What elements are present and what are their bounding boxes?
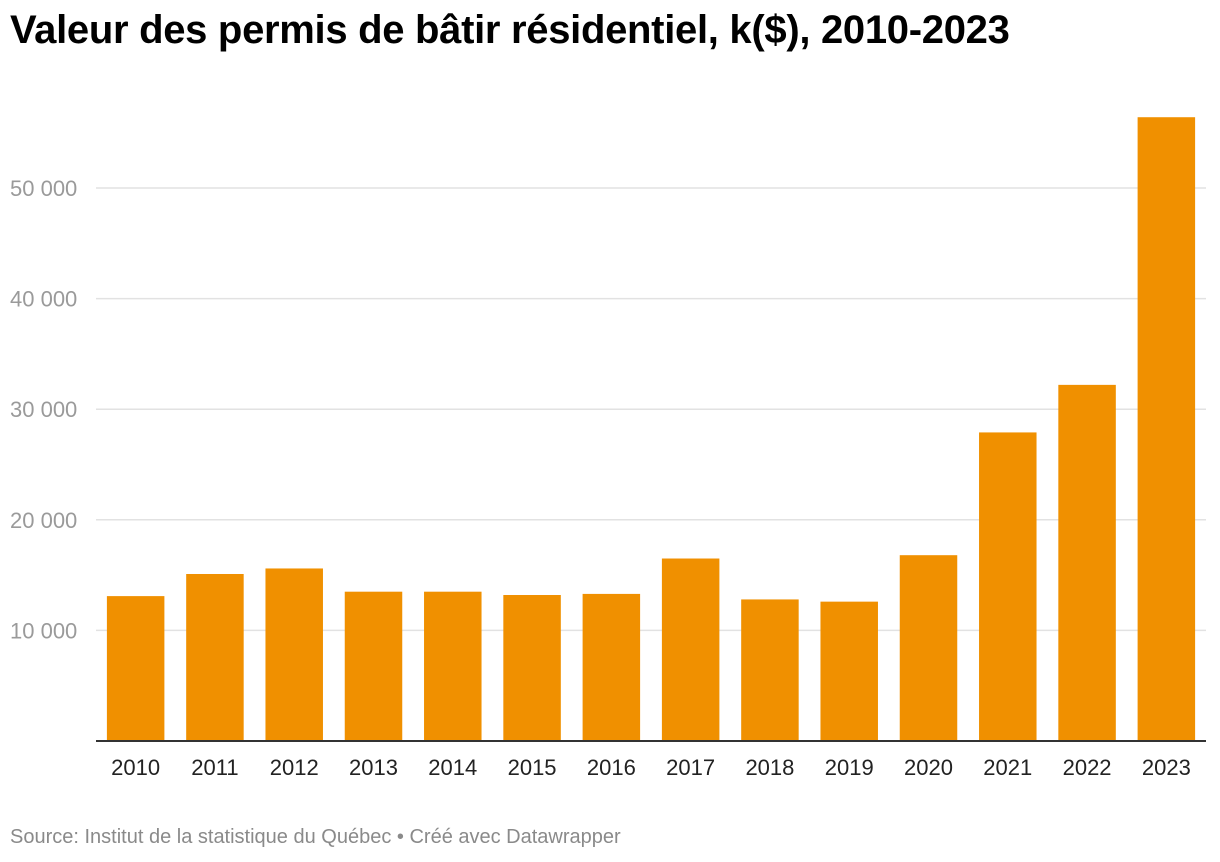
bar-2023 bbox=[1137, 117, 1196, 741]
bar-2015 bbox=[503, 595, 561, 741]
bar-2010 bbox=[106, 596, 165, 741]
x-tick-label: 2013 bbox=[349, 755, 398, 780]
x-tick-label: 2018 bbox=[745, 755, 794, 780]
y-tick-label: 40 000 bbox=[10, 287, 77, 312]
y-tick-label: 10 000 bbox=[10, 618, 77, 643]
bar-2018 bbox=[741, 599, 799, 741]
grid-lines bbox=[96, 187, 1206, 632]
bar-2012 bbox=[265, 568, 323, 741]
bar-2013 bbox=[344, 591, 403, 741]
source-note: Source: Institut de la statistique du Qu… bbox=[10, 826, 392, 848]
x-tick-label: 2015 bbox=[508, 755, 557, 780]
x-tick-label: 2011 bbox=[191, 755, 238, 780]
x-tick-label: 2010 bbox=[111, 755, 160, 780]
bars bbox=[106, 117, 1196, 741]
x-tick-label: 2020 bbox=[904, 755, 953, 780]
chart-title: Valeur des permis de bâtir résidentiel, … bbox=[10, 8, 1010, 52]
y-tick-label: 50 000 bbox=[10, 176, 77, 201]
bar-2020 bbox=[899, 555, 958, 741]
x-tick-label: 2016 bbox=[587, 755, 636, 780]
chart-footer: Source: Institut de la statistique du Qu… bbox=[10, 826, 621, 849]
footer-separator: • bbox=[391, 826, 410, 848]
bar-2019 bbox=[820, 601, 878, 741]
y-tick-label: 20 000 bbox=[10, 508, 77, 533]
x-tick-label: 2017 bbox=[666, 755, 715, 780]
bar-2021 bbox=[979, 432, 1037, 741]
x-axis-ticks: 2010 2011 2012 2013 2014 2015 2016 2017 2018 2019… bbox=[111, 755, 1191, 780]
bar-2016 bbox=[582, 593, 641, 741]
x-tick-label: 2023 bbox=[1142, 755, 1191, 780]
x-tick-label: 2012 bbox=[270, 755, 319, 780]
y-tick-label: 30 000 bbox=[10, 397, 77, 422]
x-tick-label: 2019 bbox=[825, 755, 874, 780]
bar-2022 bbox=[1058, 384, 1116, 741]
bar-2017 bbox=[661, 558, 720, 741]
bar-2011 bbox=[186, 573, 244, 741]
bar-2014 bbox=[424, 591, 482, 741]
x-tick-label: 2014 bbox=[428, 755, 477, 780]
y-axis-ticks: 10 000 20 000 30 000 40 000 50 000 bbox=[10, 176, 77, 643]
x-tick-label: 2021 bbox=[983, 755, 1032, 780]
credit-note: Créé avec Datawrapper bbox=[409, 826, 621, 848]
x-tick-label: 2022 bbox=[1063, 755, 1112, 780]
